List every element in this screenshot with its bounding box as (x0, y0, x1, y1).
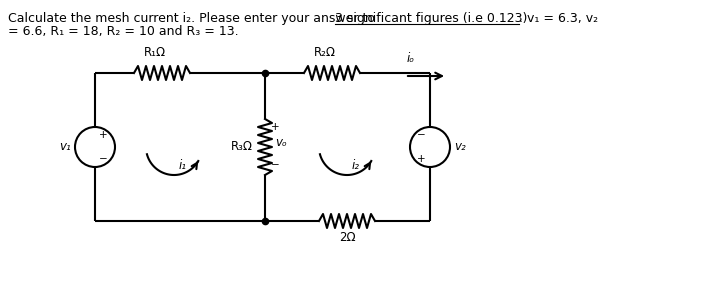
Text: +: + (417, 154, 426, 164)
Text: i₁: i₁ (179, 159, 187, 172)
Text: +: + (99, 130, 108, 140)
Text: −: − (417, 130, 426, 140)
Text: iₒ: iₒ (407, 52, 415, 65)
Text: R₂Ω: R₂Ω (314, 46, 336, 59)
Text: +: + (271, 122, 280, 132)
Text: v₁: v₁ (59, 141, 71, 154)
Text: v₂: v₂ (454, 141, 466, 154)
Text: R₁Ω: R₁Ω (144, 46, 166, 59)
Text: vₒ: vₒ (275, 135, 287, 148)
Text: 3 significant figures (i.e 0.123): 3 significant figures (i.e 0.123) (336, 12, 528, 25)
Text: −: − (99, 154, 108, 164)
Text: = 6.6, R₁ = 18, R₂ = 10 and R₃ = 13.: = 6.6, R₁ = 18, R₂ = 10 and R₃ = 13. (8, 25, 239, 38)
Text: −: − (271, 160, 280, 170)
Text: R₃Ω: R₃Ω (231, 141, 253, 154)
Text: Calculate the mesh current i₂. Please enter your answer to: Calculate the mesh current i₂. Please en… (8, 12, 379, 25)
Text: . v₁ = 6.3, v₂: . v₁ = 6.3, v₂ (518, 12, 597, 25)
Text: 2Ω: 2Ω (339, 231, 356, 244)
Text: i₂: i₂ (352, 159, 360, 172)
